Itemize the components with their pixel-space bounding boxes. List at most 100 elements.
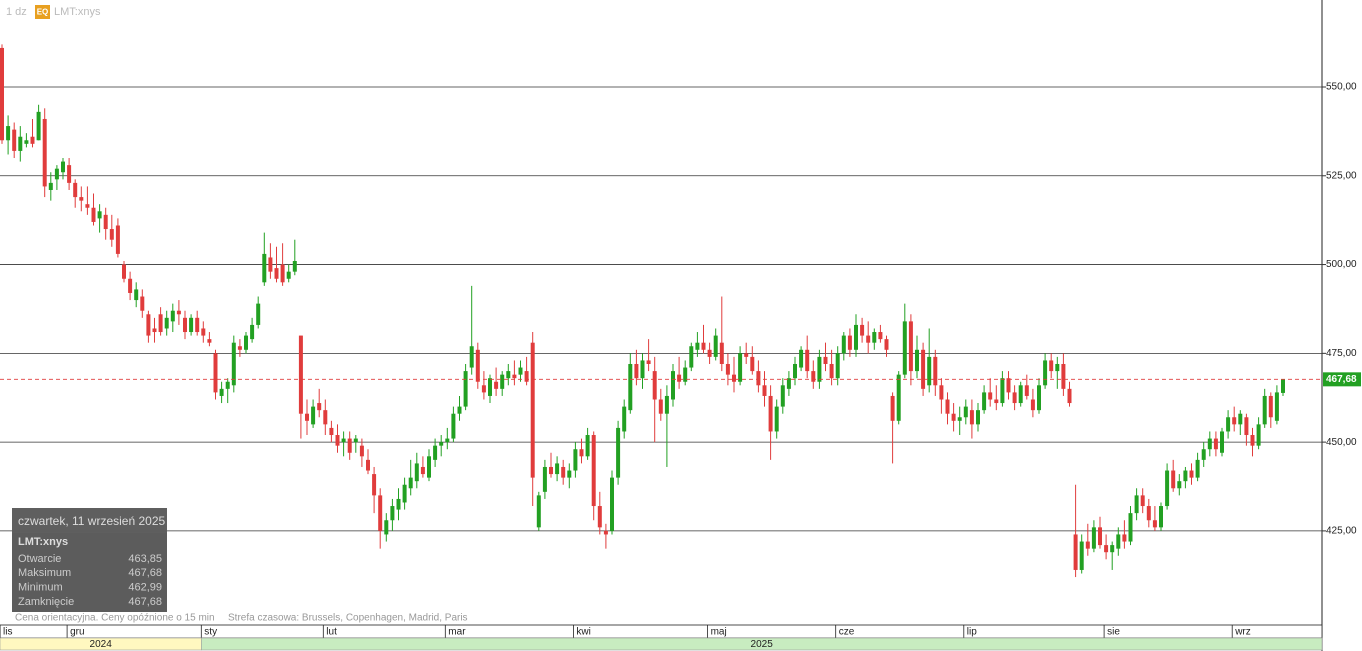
candle-body [793,363,797,379]
candle-body [719,342,724,364]
candle-body [201,328,206,336]
candle-body [1152,520,1157,528]
candle-body [433,445,438,460]
candle-body [274,268,279,279]
candle-body [317,403,322,411]
candle-body [707,349,712,357]
candle-body [1213,438,1218,450]
candle-body [542,466,547,492]
candle-body [646,360,651,364]
candle-body [372,474,377,496]
candle-body [67,165,72,183]
candle-body [481,385,486,393]
candle-body [951,413,956,421]
candle-body [756,371,761,386]
candle-body [1037,385,1041,411]
candle-body [872,332,877,343]
candle-body [921,349,926,389]
candle-body [1073,534,1078,570]
candle-body [42,118,47,187]
x-tick-label: lut [326,627,337,638]
candle-body [359,445,364,457]
candle-body [915,349,919,372]
info-symbol: LMT:xnys [18,536,68,548]
candle-body [823,356,828,364]
candle-body [115,225,120,254]
candle-body [579,449,584,457]
candle-body [1201,449,1206,460]
candle-body [1030,399,1035,411]
candle-body [298,335,303,414]
candle-body [518,367,523,375]
candle-body [256,303,261,325]
candle-body [1146,506,1151,521]
candle-body [219,388,224,396]
candle-body [286,271,291,279]
info-value: 467,68 [128,567,162,579]
candle-body [512,374,517,379]
candle-body [1110,545,1115,553]
candle-body [1232,417,1237,425]
candle-body [262,253,267,283]
candle-body [305,413,309,421]
badge-bg [35,5,50,19]
candle-body [1256,424,1261,446]
candle-body [628,363,633,411]
note: Strefa czasowa: Brussels, Copenhagen, Ma… [228,613,468,624]
candle-body [1207,438,1212,450]
candle-body [530,342,535,478]
info-key: Maksimum [18,567,71,579]
candle-body [36,111,41,141]
candle-body [732,374,736,382]
candle-body [976,410,980,425]
candle-body [250,324,255,340]
y-tick-label: 475,00 [1326,348,1357,359]
x-tick-label: maj [711,627,727,638]
candle-body [1140,495,1145,507]
year-label: 2024 [90,639,113,650]
candle-body [152,328,157,333]
candle-body [555,463,560,475]
x-tick-label: lip [967,627,977,638]
year-band [201,637,1323,651]
x-tick-label: mar [448,627,466,638]
candle-body [908,321,913,372]
candle-body [957,417,962,421]
candle-body [329,427,334,436]
year-label: 2025 [751,639,774,650]
candle-body [878,332,883,340]
candle-body [311,406,316,425]
candle-body [689,346,694,368]
candle-body [128,278,133,293]
candle-body [463,371,468,407]
candle-body [30,136,35,144]
candle-body [762,385,767,396]
candle-body [799,349,804,368]
month-row [0,624,1323,639]
candle-body [1067,388,1072,404]
candle-body [549,466,553,475]
candle-body [469,346,474,368]
candle-body [1250,435,1255,446]
candle-body [994,399,999,404]
info-value: 462,99 [128,582,162,594]
candle-body [6,126,11,141]
candle-body [439,442,444,446]
candle-body [268,257,273,272]
candle-body [1079,541,1084,570]
y-tick-label: 450,00 [1326,437,1357,448]
candle-body [744,353,749,357]
candle-body [805,349,810,372]
candle-body [591,435,596,507]
candle-body [860,324,865,336]
candle-body [664,395,669,414]
info-date: czwartek, 11 wrzesień 2025 [18,514,166,528]
candle-body [1091,527,1096,549]
candle-body [603,530,608,535]
candle-body [61,161,65,173]
candle-body [774,406,779,432]
candle-body [225,381,230,389]
candle-body [1128,513,1133,542]
candle-body [1262,395,1267,425]
